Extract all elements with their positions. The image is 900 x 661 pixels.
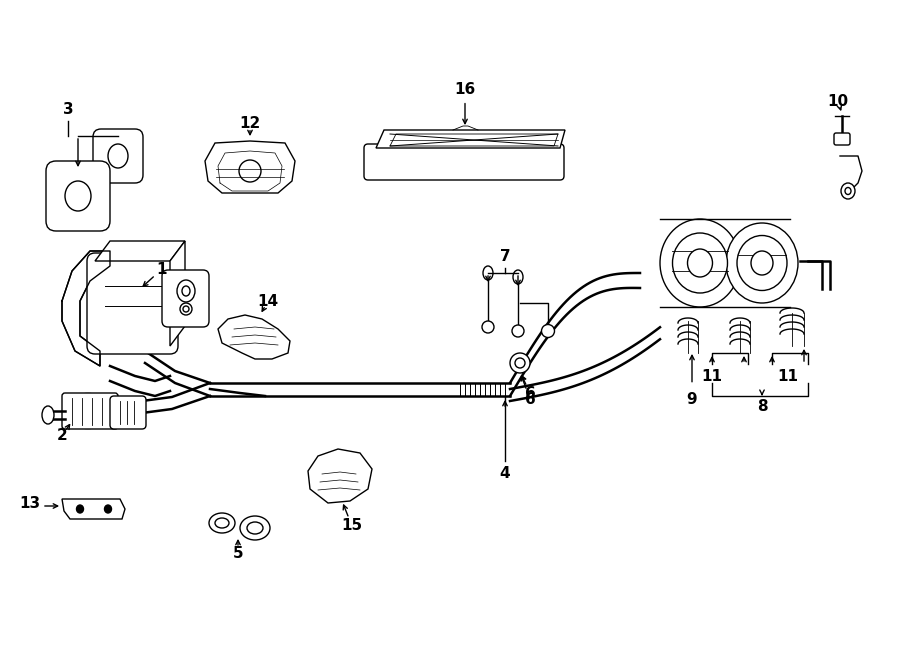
Ellipse shape	[247, 522, 263, 534]
Ellipse shape	[180, 303, 192, 315]
Ellipse shape	[76, 505, 84, 513]
Text: 4: 4	[500, 465, 510, 481]
Ellipse shape	[183, 306, 189, 312]
Ellipse shape	[512, 325, 524, 337]
Ellipse shape	[845, 188, 851, 194]
Text: 7: 7	[500, 249, 510, 264]
Ellipse shape	[65, 181, 91, 211]
Ellipse shape	[209, 513, 235, 533]
Polygon shape	[218, 315, 290, 359]
Ellipse shape	[542, 325, 554, 338]
Ellipse shape	[215, 518, 229, 528]
Text: 12: 12	[239, 116, 261, 130]
Polygon shape	[376, 130, 565, 148]
Ellipse shape	[751, 251, 773, 275]
Ellipse shape	[510, 353, 530, 373]
Ellipse shape	[108, 144, 128, 168]
FancyBboxPatch shape	[364, 144, 564, 180]
Ellipse shape	[688, 249, 713, 277]
Ellipse shape	[841, 183, 855, 199]
Text: 5: 5	[233, 545, 243, 561]
Ellipse shape	[515, 358, 525, 368]
Ellipse shape	[63, 393, 113, 428]
FancyBboxPatch shape	[162, 270, 209, 327]
Ellipse shape	[726, 223, 798, 303]
Polygon shape	[205, 141, 295, 193]
Text: 9: 9	[687, 391, 698, 407]
Text: 16: 16	[454, 81, 475, 97]
Ellipse shape	[104, 505, 112, 513]
FancyBboxPatch shape	[87, 253, 178, 354]
Ellipse shape	[240, 516, 270, 540]
Text: 3: 3	[63, 102, 73, 116]
Polygon shape	[95, 241, 185, 261]
FancyBboxPatch shape	[834, 133, 850, 145]
Ellipse shape	[239, 160, 261, 182]
Text: 10: 10	[827, 93, 849, 108]
Ellipse shape	[42, 406, 54, 424]
FancyBboxPatch shape	[110, 396, 146, 429]
Ellipse shape	[513, 270, 523, 284]
Ellipse shape	[660, 219, 740, 307]
Polygon shape	[308, 449, 372, 503]
Text: 11: 11	[778, 368, 798, 383]
Polygon shape	[62, 251, 110, 366]
Ellipse shape	[672, 233, 727, 293]
Text: 6: 6	[525, 385, 535, 401]
Text: 13: 13	[20, 496, 40, 510]
Text: 15: 15	[341, 518, 363, 533]
Text: 1: 1	[157, 262, 167, 276]
Text: 8: 8	[757, 399, 768, 414]
Ellipse shape	[182, 286, 190, 296]
Polygon shape	[390, 134, 558, 146]
Ellipse shape	[482, 321, 494, 333]
Polygon shape	[62, 499, 125, 519]
Text: 11: 11	[701, 368, 723, 383]
FancyBboxPatch shape	[93, 129, 143, 183]
Text: 2: 2	[57, 428, 68, 444]
FancyBboxPatch shape	[62, 393, 118, 429]
Ellipse shape	[177, 280, 195, 302]
Text: 6: 6	[525, 391, 535, 407]
FancyBboxPatch shape	[46, 161, 110, 231]
Text: 14: 14	[257, 293, 279, 309]
Ellipse shape	[737, 235, 787, 290]
Polygon shape	[170, 241, 185, 346]
Ellipse shape	[483, 266, 493, 280]
